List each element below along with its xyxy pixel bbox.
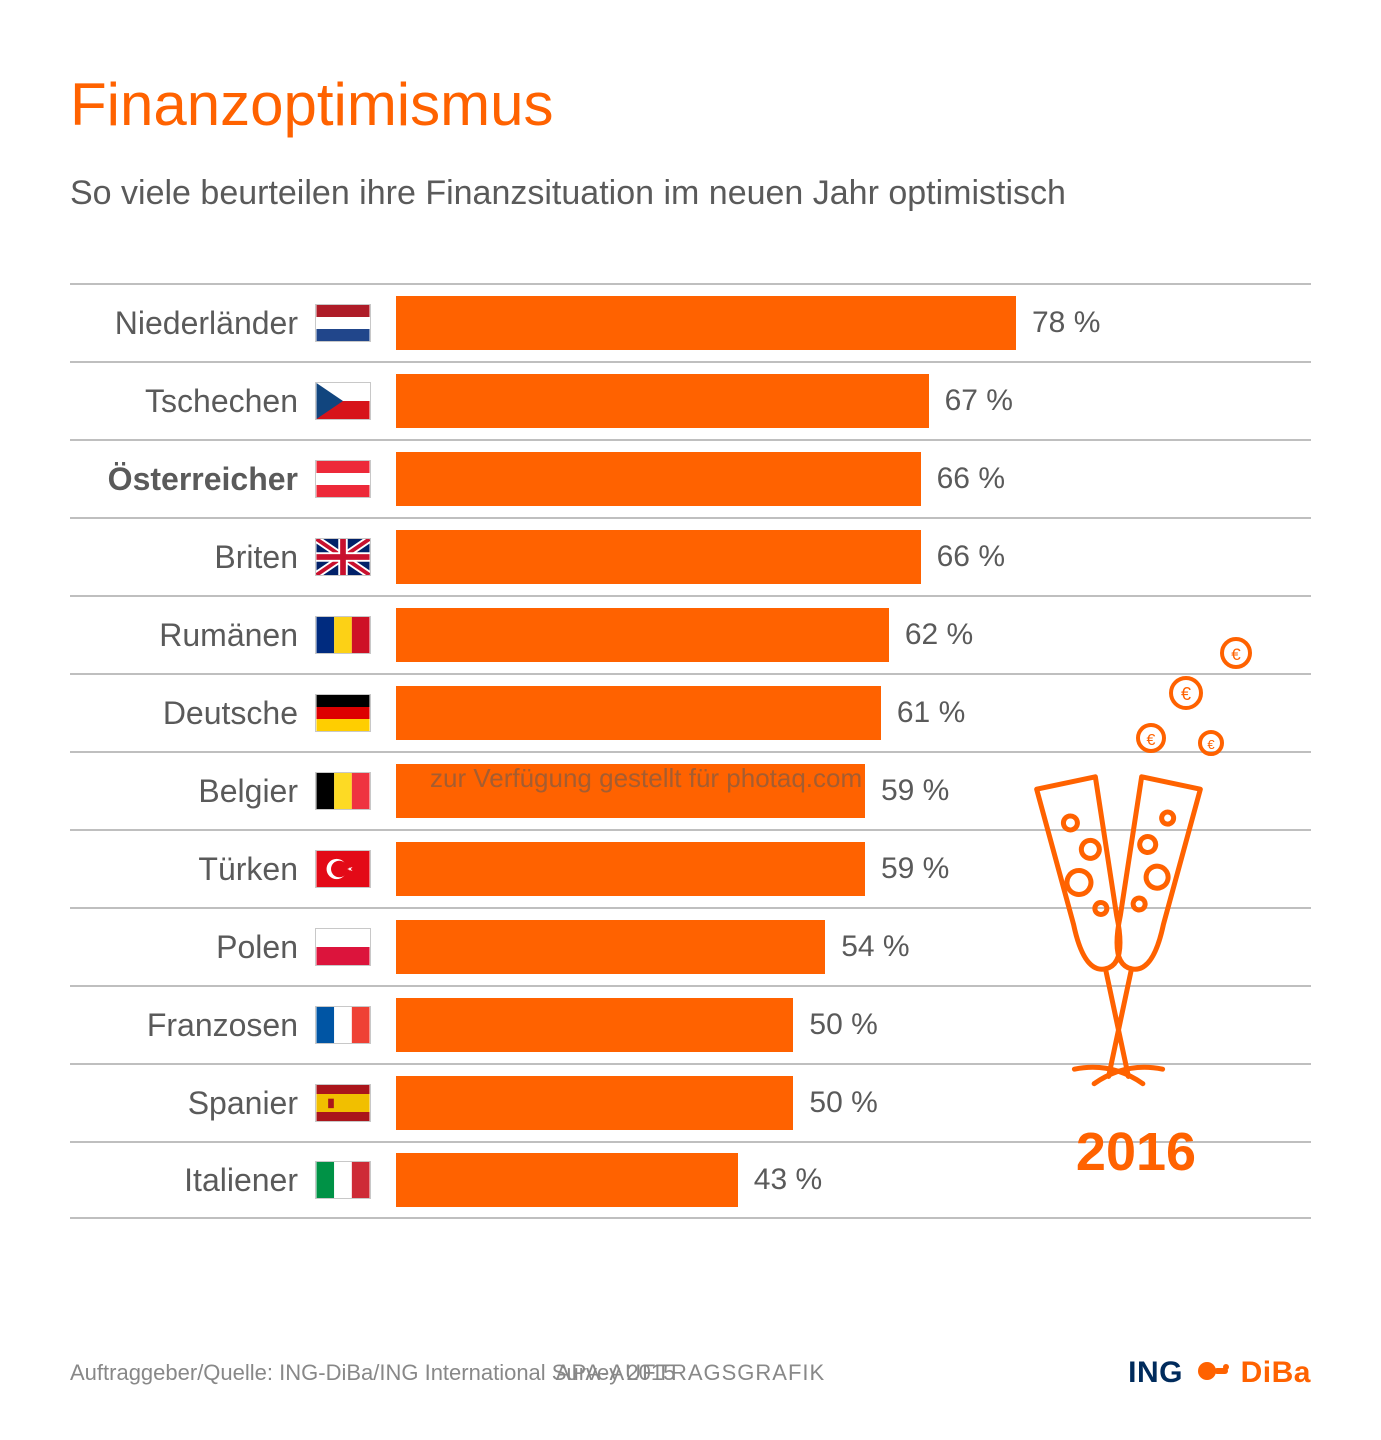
value-label: 50 % bbox=[809, 1008, 877, 1042]
country-label: Tschechen bbox=[70, 383, 310, 420]
svg-text:€: € bbox=[1207, 737, 1215, 752]
flag-icon bbox=[310, 772, 376, 810]
chart-row: Tschechen 67 % bbox=[70, 361, 1311, 439]
bar bbox=[396, 374, 929, 428]
bar bbox=[396, 530, 921, 584]
value-label: 59 % bbox=[881, 852, 949, 886]
country-label: Österreicher bbox=[70, 461, 310, 498]
value-label: 67 % bbox=[945, 384, 1013, 418]
value-label: 61 % bbox=[897, 696, 965, 730]
flag-icon bbox=[310, 538, 376, 576]
page-title: Finanzoptimismus bbox=[70, 70, 1311, 139]
bar-cell: 67 % bbox=[376, 374, 1311, 428]
bar bbox=[396, 920, 825, 974]
bar bbox=[396, 686, 881, 740]
flag-icon bbox=[310, 1084, 376, 1122]
country-label: Deutsche bbox=[70, 695, 310, 732]
country-label: Rumänen bbox=[70, 617, 310, 654]
chart-row: Briten 66 % bbox=[70, 517, 1311, 595]
champagne-illustration: € € € € 2016 bbox=[981, 633, 1291, 1183]
svg-text:€: € bbox=[1181, 684, 1191, 704]
country-label: Franzosen bbox=[70, 1007, 310, 1044]
bar bbox=[396, 608, 889, 662]
brand-diba: DiBa bbox=[1241, 1356, 1311, 1389]
chart-row: Niederländer 78 % bbox=[70, 283, 1311, 361]
bar bbox=[396, 1076, 793, 1130]
svg-text:€: € bbox=[1147, 732, 1156, 749]
flag-icon bbox=[310, 1006, 376, 1044]
value-label: 78 % bbox=[1032, 306, 1100, 340]
bar bbox=[396, 998, 793, 1052]
value-label: 54 % bbox=[841, 930, 909, 964]
bar-cell: 78 % bbox=[376, 296, 1311, 350]
value-label: 50 % bbox=[809, 1086, 877, 1120]
page-subtitle: So viele beurteilen ihre Finanzsituation… bbox=[70, 174, 1311, 213]
flag-icon bbox=[310, 928, 376, 966]
bar bbox=[396, 452, 921, 506]
footer: Auftraggeber/Quelle: ING-DiBa/ING Intern… bbox=[70, 1356, 1311, 1390]
brand-logo: ING DiBa bbox=[1128, 1356, 1311, 1390]
bar bbox=[396, 1153, 738, 1207]
value-label: 43 % bbox=[754, 1163, 822, 1197]
flag-icon bbox=[310, 460, 376, 498]
flag-icon bbox=[310, 304, 376, 342]
lion-icon bbox=[1192, 1356, 1232, 1386]
brand-ing: ING bbox=[1128, 1356, 1183, 1389]
chart-row: Österreicher 66 % bbox=[70, 439, 1311, 517]
country-label: Türken bbox=[70, 851, 310, 888]
country-label: Belgier bbox=[70, 773, 310, 810]
country-label: Briten bbox=[70, 539, 310, 576]
bar-chart: Niederländer 78 % Tschechen 67 % Österreiche… bbox=[70, 283, 1311, 1219]
bar bbox=[396, 764, 865, 818]
country-label: Polen bbox=[70, 929, 310, 966]
bar bbox=[396, 842, 865, 896]
flag-icon bbox=[310, 382, 376, 420]
champagne-glasses-icon: € € € € bbox=[986, 633, 1286, 1113]
year-label: 2016 bbox=[981, 1121, 1291, 1183]
bar-cell: 66 % bbox=[376, 530, 1311, 584]
bar bbox=[396, 296, 1016, 350]
value-label: 59 % bbox=[881, 774, 949, 808]
flag-icon bbox=[310, 616, 376, 654]
svg-text:€: € bbox=[1231, 645, 1241, 664]
value-label: 66 % bbox=[937, 540, 1005, 574]
bar-cell: 66 % bbox=[376, 452, 1311, 506]
flag-icon bbox=[310, 850, 376, 888]
value-label: 66 % bbox=[937, 462, 1005, 496]
value-label: 62 % bbox=[905, 618, 973, 652]
country-label: Niederländer bbox=[70, 305, 310, 342]
footer-credit: APA-AUFTRAGSGRAFIK bbox=[556, 1360, 825, 1386]
country-label: Spanier bbox=[70, 1085, 310, 1122]
flag-icon bbox=[310, 694, 376, 732]
flag-icon bbox=[310, 1161, 376, 1199]
country-label: Italiener bbox=[70, 1162, 310, 1199]
